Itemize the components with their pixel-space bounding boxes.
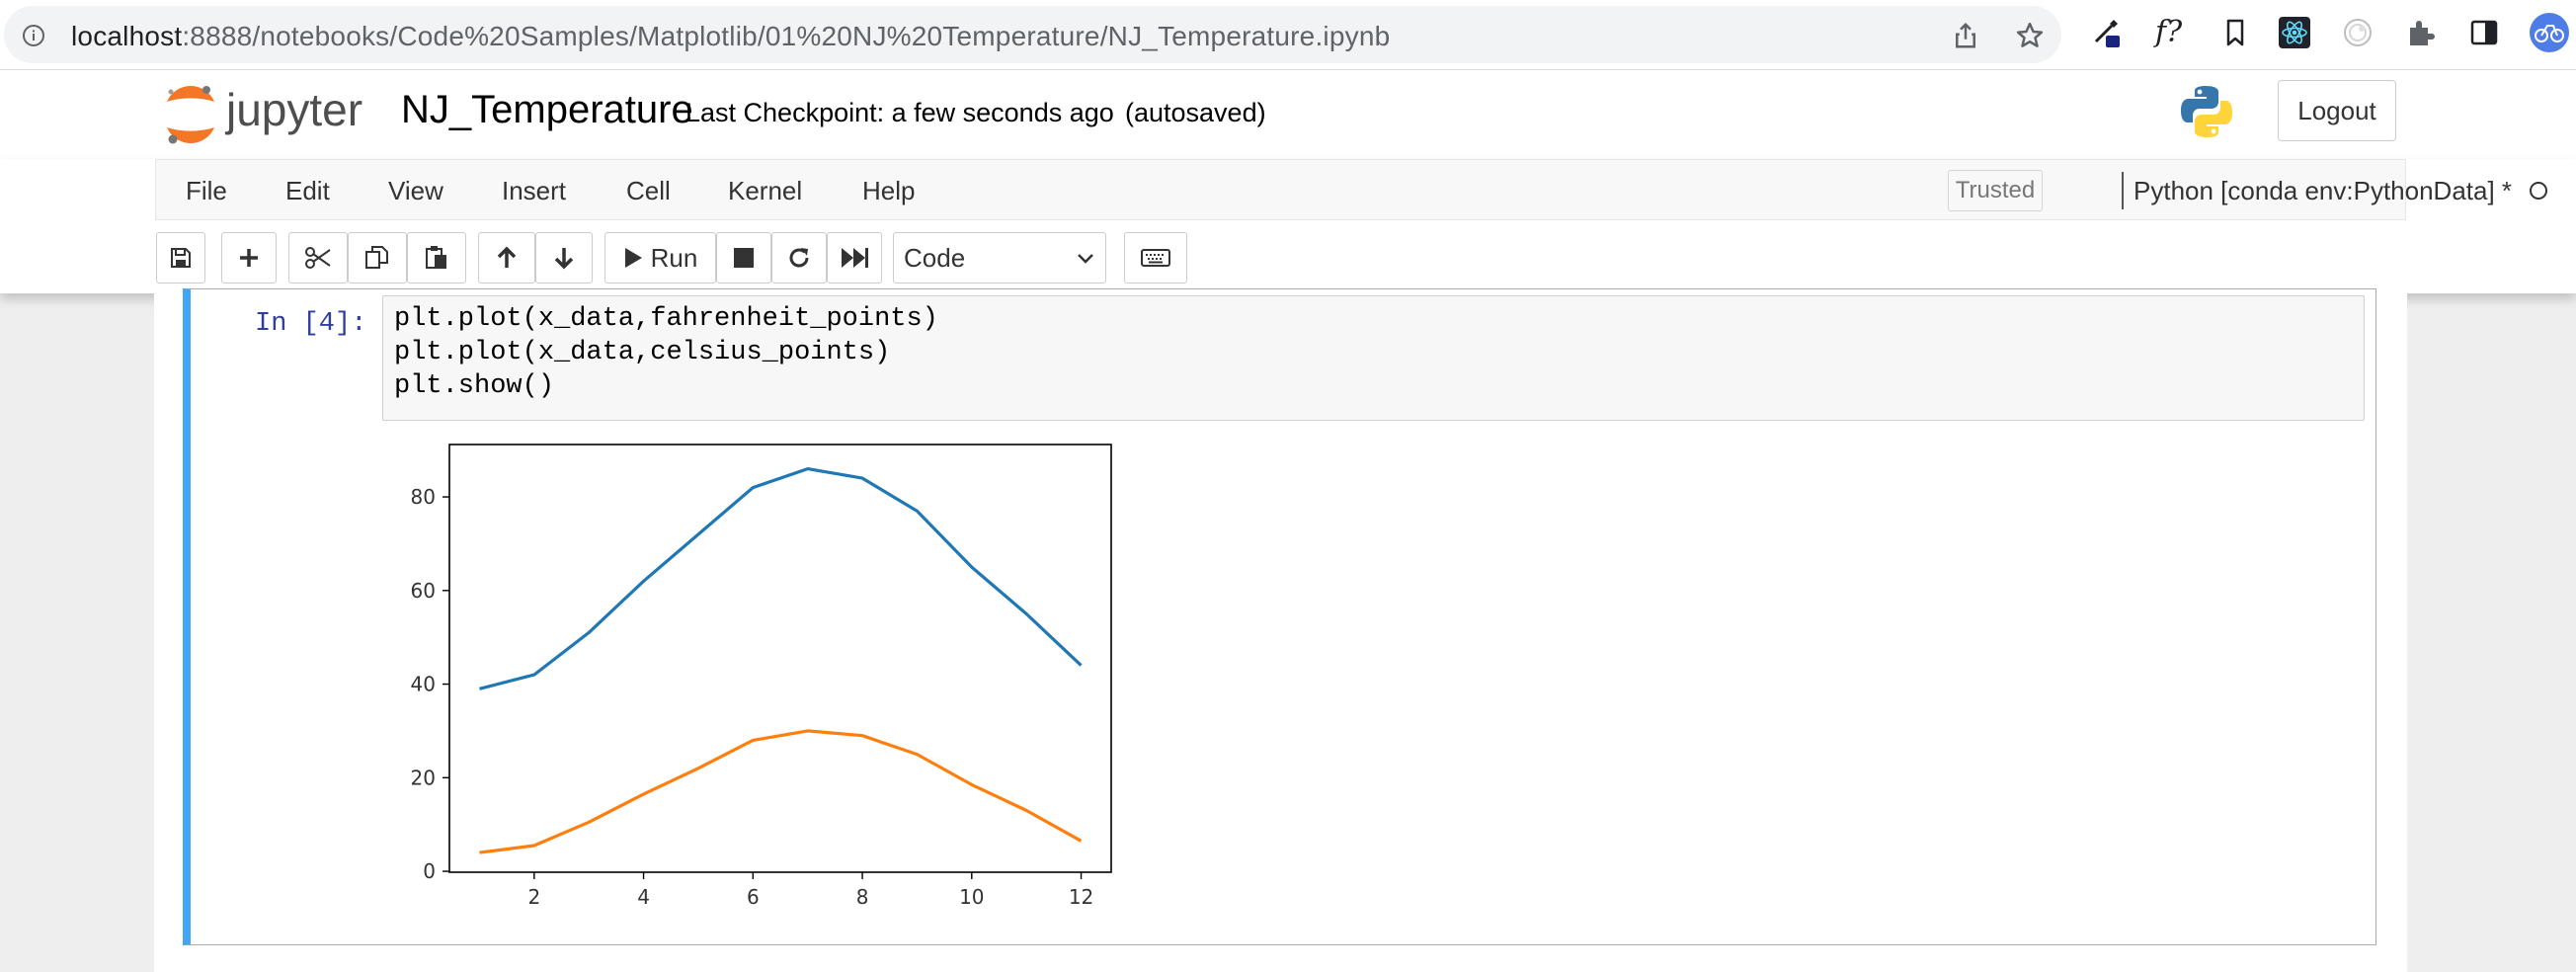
menu-insert[interactable]: Insert — [502, 176, 567, 205]
code-editor[interactable]: plt.plot(x_data,fahrenheit_points) plt.p… — [382, 295, 2365, 421]
menu-cell[interactable]: Cell — [626, 176, 671, 205]
address-bar[interactable]: localhost:8888/notebooks/Code%20Samples/… — [4, 6, 2061, 63]
menu-file[interactable]: File — [186, 176, 227, 205]
notebook-header: jupyter NJ_Temperature Last Checkpoint: … — [0, 70, 2576, 159]
arrow-up-icon — [497, 246, 517, 268]
move-cell-down-button[interactable] — [535, 232, 593, 284]
restart-run-all-button[interactable] — [827, 232, 882, 284]
series-line-1 — [479, 729, 1083, 854]
fast-forward-icon — [842, 248, 868, 268]
scissors-icon — [305, 247, 331, 269]
y-tick-label: 20 — [411, 766, 436, 789]
y-tick-label: 80 — [411, 485, 436, 509]
url-path: :8888/notebooks/Code%20Samples/Matplotli… — [182, 21, 1391, 51]
input-prompt: In [4]: — [255, 309, 367, 339]
y-tick-label: 60 — [411, 579, 436, 603]
url-host: localhost — [71, 21, 183, 51]
paste-button[interactable] — [407, 232, 466, 284]
x-tick-label: 10 — [959, 885, 984, 909]
profile-avatar-icon[interactable] — [2529, 12, 2570, 53]
menu-help[interactable]: Help — [862, 176, 916, 205]
output-chart: 2 4 6 8 10 12 0 20 40 60 80 — [395, 435, 1126, 929]
info-icon[interactable] — [22, 24, 45, 47]
restart-icon — [789, 248, 809, 268]
jupyter-logo[interactable]: jupyter — [163, 82, 370, 147]
python-logo — [2181, 86, 2232, 137]
bookmark-icon[interactable] — [2218, 16, 2252, 49]
paste-icon — [426, 246, 446, 269]
line-chart: 2 4 6 8 10 12 0 20 40 60 80 — [395, 435, 1126, 929]
logout-button[interactable]: Logout — [2278, 80, 2396, 141]
autosave-status: (autosaved) — [1125, 98, 1266, 127]
keyboard-icon — [1141, 249, 1170, 267]
extensions-puzzle-icon[interactable] — [2404, 16, 2438, 49]
chevron-down-icon — [1078, 254, 1093, 264]
browser-toolbar: localhost:8888/notebooks/Code%20Samples/… — [0, 0, 2576, 70]
kernel-name[interactable]: Python [conda env:PythonData] * — [2133, 176, 2513, 205]
insert-cell-button[interactable] — [221, 232, 277, 284]
stop-icon — [734, 248, 754, 268]
save-icon — [171, 248, 191, 268]
trusted-indicator[interactable]: Trusted — [1948, 170, 2043, 211]
menu-view[interactable]: View — [388, 176, 443, 205]
run-button[interactable]: Run — [604, 232, 716, 284]
x-tick-label: 12 — [1069, 885, 1093, 909]
copy-button[interactable] — [348, 232, 407, 284]
cell-type-select[interactable]: Code — [893, 232, 1106, 284]
plus-icon — [240, 249, 258, 267]
y-tick-label: 40 — [411, 673, 436, 696]
plot-frame — [448, 444, 1112, 873]
play-icon — [624, 248, 642, 268]
x-tick-label: 4 — [637, 885, 650, 909]
series-line-0 — [479, 466, 1083, 690]
arrow-down-icon — [554, 248, 574, 270]
move-cell-up-button[interactable] — [478, 232, 535, 284]
y-tick-label: 0 — [423, 859, 436, 883]
menu-kernel[interactable]: Kernel — [728, 176, 803, 205]
cell-type-value: Code — [904, 242, 966, 273]
side-panel-icon[interactable] — [2467, 16, 2501, 49]
menu-edit[interactable]: Edit — [285, 176, 330, 205]
restart-kernel-button[interactable] — [771, 232, 827, 284]
react-devtools-icon[interactable] — [2278, 16, 2311, 49]
run-label: Run — [650, 242, 698, 273]
extension-record-icon[interactable] — [2341, 16, 2375, 49]
copy-icon — [365, 246, 388, 269]
x-tick-label: 8 — [856, 885, 869, 909]
kernel-idle-indicator — [2530, 182, 2547, 200]
code-line: plt.plot(x_data,celsius_points) — [394, 338, 891, 367]
fx-extension-icon[interactable]: f? — [2155, 15, 2183, 49]
command-palette-button[interactable] — [1124, 232, 1187, 284]
checkpoint-status: Last Checkpoint: a few seconds ago — [685, 98, 1114, 127]
code-line: plt.show() — [394, 371, 555, 401]
logo-text: jupyter — [224, 84, 362, 135]
menu-and-toolbar: File Edit View Insert Cell Kernel Help T… — [0, 159, 2576, 293]
code-line: plt.plot(x_data,fahrenheit_points) — [394, 304, 938, 334]
menu-bar: File Edit View Insert Cell Kernel Help T… — [155, 159, 2547, 220]
interrupt-kernel-button[interactable] — [716, 232, 771, 284]
bookmark-star-icon[interactable] — [2015, 21, 2045, 50]
url-text[interactable]: localhost:8888/notebooks/Code%20Samples/… — [71, 21, 1390, 52]
notebook-title[interactable]: NJ_Temperature — [401, 88, 693, 131]
x-tick-label: 6 — [747, 885, 760, 909]
share-icon[interactable] — [1951, 21, 1980, 50]
cut-button[interactable] — [288, 232, 348, 284]
x-tick-label: 2 — [527, 885, 540, 909]
kernel-separator — [2122, 172, 2124, 209]
save-button[interactable] — [156, 232, 205, 284]
color-picker-extension-icon[interactable] — [2092, 16, 2126, 49]
